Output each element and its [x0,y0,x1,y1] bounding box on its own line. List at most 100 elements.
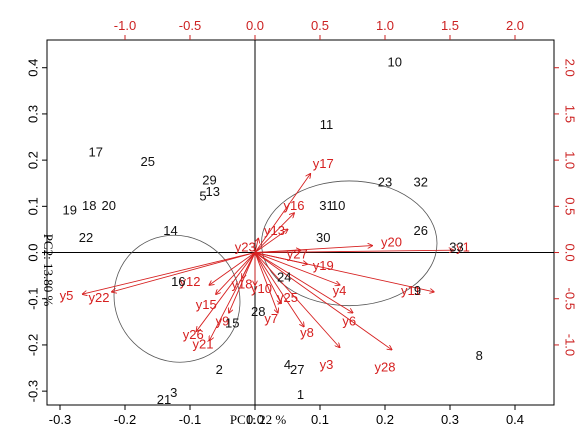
loading-arrow-y26 [197,252,256,332]
observation-label: 26 [414,223,428,238]
observation-label: 29 [202,172,216,187]
x-tick-label: -0.1 [179,412,201,427]
loading-label-y15: y15 [196,297,217,312]
loading-arrow-y25 [254,252,281,304]
loading-label-y26: y26 [183,327,204,342]
top-tick-label: -0.5 [179,18,201,33]
loading-label-y12: y12 [180,274,201,289]
loading-arrow-y21 [210,252,256,341]
right-tick-label: 1.5 [563,105,578,123]
observation-label: 5 [199,189,206,204]
x-tick-label: 0.2 [376,412,394,427]
observation-label: 19 [63,202,77,217]
y-tick-label: 0.4 [25,59,40,77]
y-tick-label: -0.3 [25,380,40,402]
loading-arrow-y5 [83,252,256,295]
observation-label: 18 [82,198,96,213]
x-tick-label: 0.4 [506,412,524,427]
loading-label-y23: y23 [235,239,256,254]
observation-label: 4 [284,357,291,372]
loading-label-y1: y1 [456,239,470,254]
loading-label-y9: y9 [216,313,230,328]
loading-arrow-y16 [254,213,294,253]
observation-label: 9 [414,283,421,298]
observation-label: 16 [171,274,185,289]
loading-arrow-y23 [254,239,258,253]
loading-arrow-y19 [254,252,307,265]
observation-label: 8 [476,348,483,363]
loading-label-y8: y8 [300,325,314,340]
observation-label: 10 [388,55,402,70]
loading-label-y20: y20 [381,235,402,250]
y-tick-label: 0.1 [25,197,40,215]
loading-arrow-y3 [254,252,340,348]
loading-arrow-y17 [254,174,310,253]
y-tick-label: -0.2 [25,334,40,356]
loading-arrow-y15 [216,252,256,295]
y-tick-label: 0.2 [25,151,40,169]
right-tick-label: 1.0 [563,151,578,169]
x-tick-label: -0.2 [114,412,136,427]
observation-label: 23 [378,175,392,190]
observation-label: 28 [251,304,265,319]
loading-arrow-y8 [254,252,304,327]
x-axis-label: PC1: 22 % [230,412,287,427]
loading-label-y5: y5 [60,288,74,303]
observation-label: 25 [141,154,155,169]
loading-label-y3: y3 [320,357,334,372]
observation-label: 24 [277,269,291,284]
loading-arrow-y6 [254,252,353,313]
plot-frame [46,39,555,406]
loading-arrow-y12 [210,252,256,285]
top-tick-label: -1.0 [114,18,136,33]
observation-label: 11 [320,117,334,132]
loading-arrow-y28 [254,252,392,350]
observation-label: 33 [449,239,463,254]
x-tick-label: 0.1 [311,412,329,427]
observation-label: 27 [290,362,304,377]
loading-label-y10: y10 [251,281,272,296]
loading-label-y19: y19 [313,258,334,273]
loading-label-y4: y4 [333,283,347,298]
loading-label-y11: y11 [401,283,421,298]
observation-label: 14 [163,223,177,238]
loading-arrow-y13 [254,229,288,253]
loading-label-y25: y25 [277,290,298,305]
loading-arrow-y9 [229,252,256,313]
loading-label-y7: y7 [264,311,278,326]
loading-label-y28: y28 [375,359,396,374]
top-tick-label: 0.0 [246,18,264,33]
observation-label: 13 [206,184,220,199]
observation-label: 32 [414,175,428,190]
observation-label: 30 [316,230,330,245]
right-tick-label: 0.5 [563,197,578,215]
observation-label: 20 [102,198,116,213]
observation-label: 31 [319,198,333,213]
loading-label-y22: y22 [89,290,110,305]
y-tick-label: 0.0 [25,243,40,261]
y-axis-label: PC2: 13.80 % [41,234,56,307]
observation-label: 17 [89,145,103,160]
observation-label: 21 [157,392,171,407]
loading-label-y6: y6 [342,313,356,328]
loading-arrow-y7 [254,252,278,313]
right-tick-label: 2.0 [563,59,578,77]
loading-label-y21: y21 [193,336,214,351]
x-tick-label: 0.0 [246,412,264,427]
top-tick-label: 2.0 [506,18,524,33]
loading-arrow-y1 [254,250,453,253]
loading-label-y27: y27 [287,246,308,261]
observation-label: 10 [331,198,345,213]
confidence-ellipse-2 [113,234,241,363]
loading-arrow-y4 [254,252,340,285]
y-tick-label: -0.1 [25,288,40,310]
top-tick-label: 1.5 [441,18,459,33]
observation-label: 2 [216,362,223,377]
loading-label-y17: y17 [313,156,334,171]
loading-label-y16: y16 [284,198,305,213]
right-tick-label: -1.0 [563,334,578,356]
top-tick-label: 0.5 [311,18,329,33]
right-tick-label: 0.0 [563,243,578,261]
loading-label-y13: y13 [264,223,285,238]
